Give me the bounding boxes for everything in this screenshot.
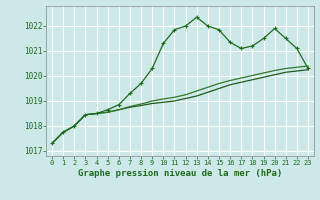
X-axis label: Graphe pression niveau de la mer (hPa): Graphe pression niveau de la mer (hPa): [78, 169, 282, 178]
